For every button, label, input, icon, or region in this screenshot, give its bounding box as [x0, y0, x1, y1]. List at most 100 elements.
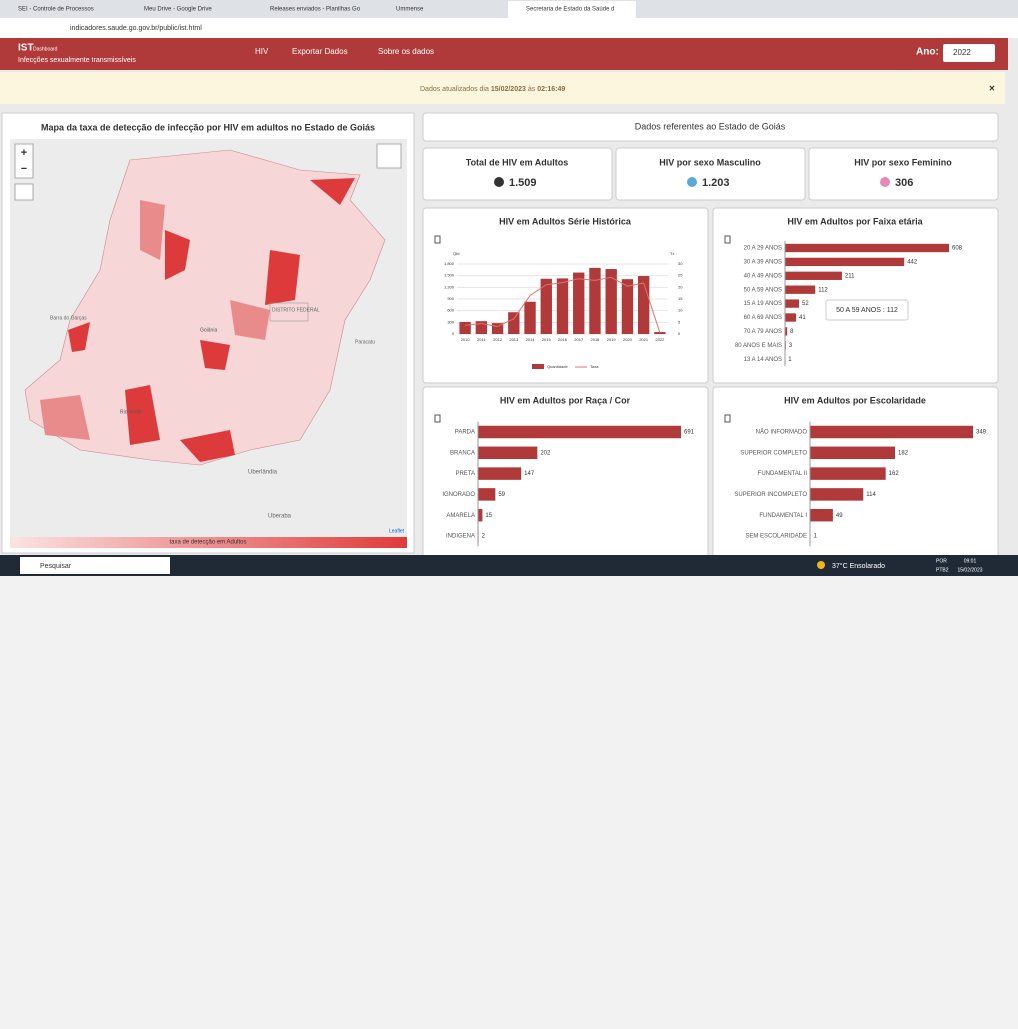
y-tick-label: 600 [447, 308, 454, 313]
card [423, 148, 612, 200]
bar [785, 313, 796, 321]
value-label: 182 [898, 450, 909, 456]
weather: 37°C Ensolarado [832, 562, 885, 570]
bar [478, 488, 495, 500]
value-label: 162 [889, 471, 900, 477]
y2-axis-title: Tx [670, 251, 674, 256]
category-label: PRETA [455, 471, 475, 477]
category-label: 70 A 79 ANOS [744, 329, 782, 335]
category-label: FUNDAMENTAL II [758, 471, 808, 477]
bar [459, 322, 470, 334]
clock-time: 09:01 [964, 558, 977, 564]
alert-close[interactable]: × [989, 84, 995, 95]
weather-icon [817, 561, 825, 569]
value-label: 114 [866, 492, 876, 498]
card [616, 148, 805, 200]
nav-item[interactable]: HIV [255, 47, 269, 56]
bar [524, 302, 535, 334]
card-icon [687, 177, 697, 187]
y2-tick-label: 15 [678, 296, 683, 301]
chart-title: HIV em Adultos Série Histórica [499, 216, 632, 226]
map-title: Mapa da taxa de detecção de infecção por… [41, 122, 375, 132]
category-label: 15 A 19 ANOS [744, 301, 782, 307]
nav-item[interactable]: Exportar Dados [292, 47, 348, 56]
bar [785, 258, 904, 266]
value-label: 112 [818, 287, 828, 293]
category-label: 13 A 14 ANOS [744, 357, 782, 363]
search-label[interactable]: Pesquisar [40, 563, 72, 570]
y-tick-label: 900 [447, 296, 454, 301]
y-tick-label: 1.500 [444, 273, 455, 278]
year-label: Ano: [916, 47, 939, 58]
tab[interactable]: Releases enviados - Planilhas Go [270, 7, 361, 13]
category-label: NÃO INFORMADO [756, 429, 808, 436]
value-label: 608 [952, 246, 963, 252]
alert-text: Dados atualizados dia 15/02/2023 às 02:1… [420, 86, 565, 93]
bar [810, 447, 895, 459]
category-label: 50 A 59 ANOS [744, 287, 782, 293]
bar [785, 286, 815, 294]
x-tick-label: 2019 [607, 337, 617, 342]
x-tick-label: 2022 [655, 337, 665, 342]
chart-title: HIV em Adultos por Faixa etária [787, 216, 923, 226]
category-label: PARDA [455, 430, 475, 436]
category-label: SEM ESCOLARIDADE [745, 534, 807, 540]
bar [508, 312, 519, 334]
tab[interactable]: Ummense [396, 7, 424, 13]
legend-label: Taxa [590, 364, 599, 369]
bar [589, 268, 600, 334]
bar [478, 447, 537, 459]
x-tick-label: 2014 [526, 337, 536, 342]
place-label: Barra do Garças [50, 315, 87, 321]
x-tick-label: 2017 [574, 337, 584, 342]
bar [573, 273, 584, 334]
brand-tag: Dashboard [33, 46, 58, 52]
nav-item[interactable]: Sobre os dados [378, 47, 434, 56]
bar [622, 279, 633, 334]
legend-label: Quantidade [547, 364, 568, 369]
category-label: SUPERIOR COMPLETO [740, 450, 807, 456]
x-tick-label: 2015 [542, 337, 552, 342]
clock-date: 15/02/2023 [957, 567, 982, 573]
category-label: 30 A 39 ANOS [744, 259, 782, 265]
year-value[interactable]: 2022 [953, 48, 971, 57]
value-label: 349 [976, 430, 987, 436]
bar [785, 299, 799, 307]
brand-subtitle: Infecções sexualmente transmissíveis [18, 57, 136, 64]
bar [785, 272, 842, 280]
layers-button[interactable] [377, 144, 401, 168]
value-label: 202 [540, 450, 551, 456]
y2-tick-label: 20 [678, 284, 683, 289]
category-label: 20 A 29 ANOS [744, 246, 782, 252]
bar [810, 488, 863, 500]
value-label: 147 [524, 471, 535, 477]
zoom-in[interactable]: + [21, 147, 27, 159]
value-label: 41 [799, 315, 806, 321]
place-label: Uberlândia [248, 470, 278, 476]
map-legend-label: taxa de detecção em Adultos [169, 540, 246, 546]
tab[interactable]: Meu Drive - Google Drive [144, 7, 212, 13]
tab[interactable]: Secretaria de Estado da Saúde d [526, 7, 614, 13]
attribution[interactable]: Leaflet [389, 528, 405, 534]
x-tick-label: 2012 [493, 337, 503, 342]
y-tick-label: 1.200 [444, 284, 455, 289]
card-label: Total de HIV em Adultos [466, 157, 569, 167]
category-label: IGNORADO [442, 492, 475, 498]
search-button[interactable] [15, 184, 33, 200]
card [809, 148, 998, 200]
place-label: Goiânia [200, 327, 217, 333]
tab[interactable]: SEI - Controle de Processos [18, 7, 94, 13]
bar [810, 509, 833, 521]
bar [638, 276, 649, 334]
category-label: SUPERIOR INCOMPLETO [734, 492, 807, 498]
url[interactable]: indicadores.saude.go.gov.br/public/ist.h… [70, 25, 202, 32]
y-tick-label: 1.800 [444, 261, 455, 266]
card-value: 1.509 [509, 177, 537, 189]
legend-swatch [532, 364, 544, 369]
zoom-out[interactable]: − [21, 163, 27, 175]
chart-title: HIV em Adultos por Raça / Cor [500, 395, 631, 405]
card-icon [494, 177, 504, 187]
state-title: Dados referentes ao Estado de Goiás [635, 121, 786, 131]
card-value: 306 [895, 177, 913, 189]
